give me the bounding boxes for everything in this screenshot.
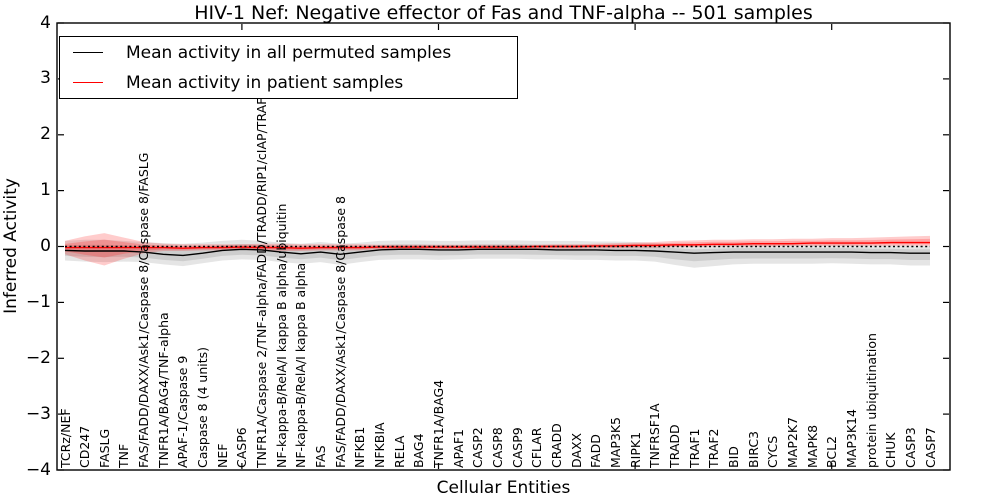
y-tick-label: 4 — [40, 12, 51, 33]
x-entity-label: MAP3K14 — [843, 409, 859, 468]
y-tick-label: 0 — [40, 236, 51, 256]
x-entity-label: TNFRSF1A — [647, 403, 663, 469]
x-entity-label: FAS — [313, 445, 329, 468]
x-entity-label: FASLG — [96, 428, 112, 468]
plot-border — [56, 22, 951, 471]
x-entity-label: TNFR1A/Caspase 2/TNF-alpha/FADD/TRADD/RI… — [254, 45, 270, 468]
x-entity-label: CD247 — [77, 425, 93, 468]
legend-entry-patient: Mean activity in patient samples — [60, 68, 517, 97]
x-entity-label: MAP2K7 — [784, 417, 800, 468]
y-tick-label: 3 — [40, 68, 51, 89]
x-entity-label: CASP7 — [922, 427, 938, 468]
band-patient-inner — [65, 238, 930, 258]
x-entity-label: TCRz/NEF — [57, 408, 73, 468]
x-entity-label: Caspase 8 (4 units) — [195, 346, 211, 468]
x-entity-label: CASP3 — [902, 427, 918, 468]
x-entity-label: protein ubiquitination — [863, 333, 879, 468]
x-entity-label: TNF — [116, 443, 132, 468]
x-entity-label: TRAF2 — [706, 428, 722, 468]
chart-title: HIV-1 Nef: Negative effector of Fas and … — [194, 2, 813, 24]
x-entity-label: APAF1 — [450, 429, 466, 468]
x-entity-label: CRADD — [548, 423, 564, 468]
x-entity-label: TNFR1A/BAG4/TNF-alpha — [155, 312, 171, 468]
x-entity-label: CASP9 — [509, 427, 525, 468]
y-tick-label: −4 — [25, 459, 51, 480]
x-entity-label: TRAF1 — [686, 428, 702, 468]
y-tick-label: −2 — [25, 347, 51, 368]
x-entity-label: CASP8 — [490, 427, 505, 468]
x-entity-label: RELA — [391, 435, 407, 468]
legend: Mean activity in all permuted samples Me… — [59, 36, 518, 99]
x-entity-label: RIPK1 — [627, 431, 643, 468]
y-tick-label: −3 — [25, 403, 51, 424]
x-entity-label: CFLAR — [529, 427, 545, 468]
legend-entry-permuted: Mean activity in all permuted samples — [60, 38, 517, 67]
legend-line-sample-permuted — [73, 52, 103, 53]
legend-label: Mean activity in patient samples — [126, 72, 404, 93]
x-entity-label: CHUK — [883, 432, 899, 468]
x-entity-label: MAP3K5 — [607, 417, 623, 468]
legend-label: Mean activity in all permuted samples — [126, 42, 452, 63]
x-entity-label: NF-kappa-B/RelA/I kappa B alpha — [293, 262, 309, 468]
x-entity-label: CASP2 — [470, 427, 486, 468]
x-entity-label: BID — [725, 446, 741, 468]
x-axis-label: Cellular Entities — [436, 478, 571, 498]
line-permuted — [64, 248, 930, 257]
x-entity-label: APAF-1/Caspase 9 — [175, 355, 191, 468]
x-entity-label: TNFR1A/BAG4 — [431, 379, 447, 468]
x-entity-label: NEF — [214, 443, 230, 468]
band-permuted-inner — [65, 244, 930, 262]
x-entity-label: TRADD — [666, 424, 682, 468]
y-tick-label: 2 — [40, 124, 51, 145]
x-entity-label: FAS/FADD/DAXX/Ask1/Caspase 8/Caspase 8/F… — [136, 152, 152, 468]
x-entity-label: FADD — [588, 434, 604, 468]
x-entity-label: BCL2 — [824, 435, 840, 468]
x-entity-label: FAS/FADD/DAXX/Ask1/Caspase 8/Caspase 8 — [332, 195, 348, 468]
x-entity-label: BAG4 — [411, 433, 427, 468]
x-entity-label: NFKBIA — [372, 422, 388, 468]
x-entity-label: NF-kappa-B/RelA/I kappa B alpha/ubiquiti… — [273, 203, 289, 468]
x-entity-label: BIRC3 — [745, 430, 761, 468]
x-entity-label: MAPK8 — [804, 424, 820, 468]
legend-line-sample-patient — [73, 82, 103, 83]
x-entity-label: CYCS — [765, 435, 781, 468]
y-tick-label: 1 — [40, 180, 51, 201]
x-entity-label: NFKB1 — [352, 426, 368, 468]
x-entity-label: DAXX — [568, 432, 584, 468]
y-tick-label: −1 — [25, 291, 51, 312]
x-entity-label: CASP6 — [234, 427, 250, 468]
